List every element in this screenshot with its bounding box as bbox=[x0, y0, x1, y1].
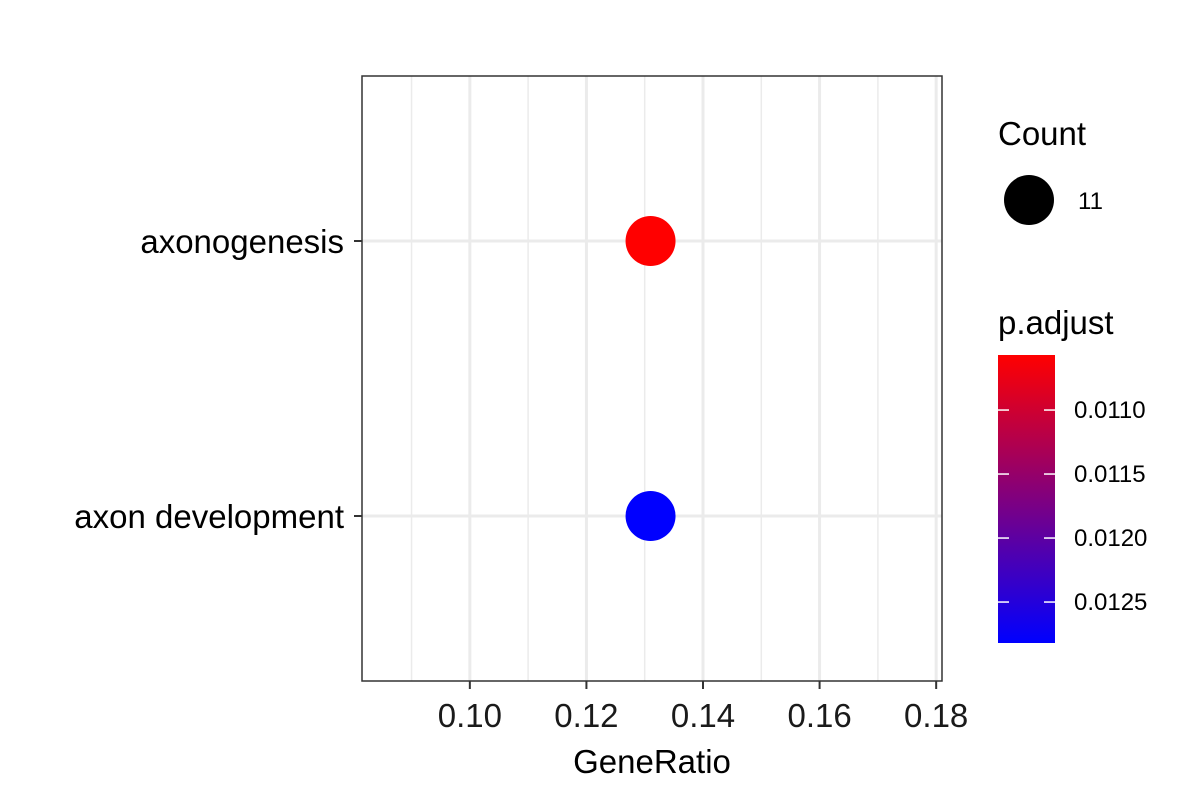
x-tick-label: 0.14 bbox=[671, 697, 735, 734]
color-legend-title: p.adjust bbox=[998, 304, 1114, 341]
x-tick-label: 0.16 bbox=[787, 697, 851, 734]
size-legend-key bbox=[1004, 175, 1054, 225]
color-legend-label: 0.0120 bbox=[1074, 525, 1147, 552]
x-tick-label: 0.10 bbox=[438, 697, 502, 734]
size-legend-title: Count bbox=[998, 115, 1086, 152]
plot-panel bbox=[362, 76, 942, 681]
y-tick-label: axon development bbox=[74, 498, 344, 535]
minor-gridlines bbox=[410, 76, 879, 681]
plot-panel-border bbox=[361, 75, 943, 682]
size-legend: Count 11 bbox=[998, 115, 1103, 225]
x-tick-label: 0.12 bbox=[554, 697, 618, 734]
major-gridlines bbox=[362, 76, 942, 681]
color-legend-label: 0.0110 bbox=[1074, 397, 1146, 424]
data-point bbox=[625, 216, 676, 266]
data-point bbox=[625, 491, 676, 541]
x-tick-label: 0.18 bbox=[904, 697, 968, 734]
color-legend-label: 0.0115 bbox=[1074, 461, 1146, 488]
y-axis: axonogenesis axon development bbox=[74, 223, 362, 535]
size-legend-label: 11 bbox=[1078, 188, 1103, 215]
y-tick-label: axonogenesis bbox=[140, 223, 344, 260]
color-legend-bar bbox=[998, 355, 1055, 643]
x-axis-title: GeneRatio bbox=[573, 743, 731, 780]
color-legend: p.adjust 0.0110 0.0115 0.0120 0.0125 bbox=[998, 304, 1147, 643]
x-axis: 0.10 0.12 0.14 0.16 0.18 bbox=[438, 681, 968, 734]
color-legend-label: 0.0125 bbox=[1074, 589, 1147, 616]
data-points bbox=[625, 216, 676, 541]
